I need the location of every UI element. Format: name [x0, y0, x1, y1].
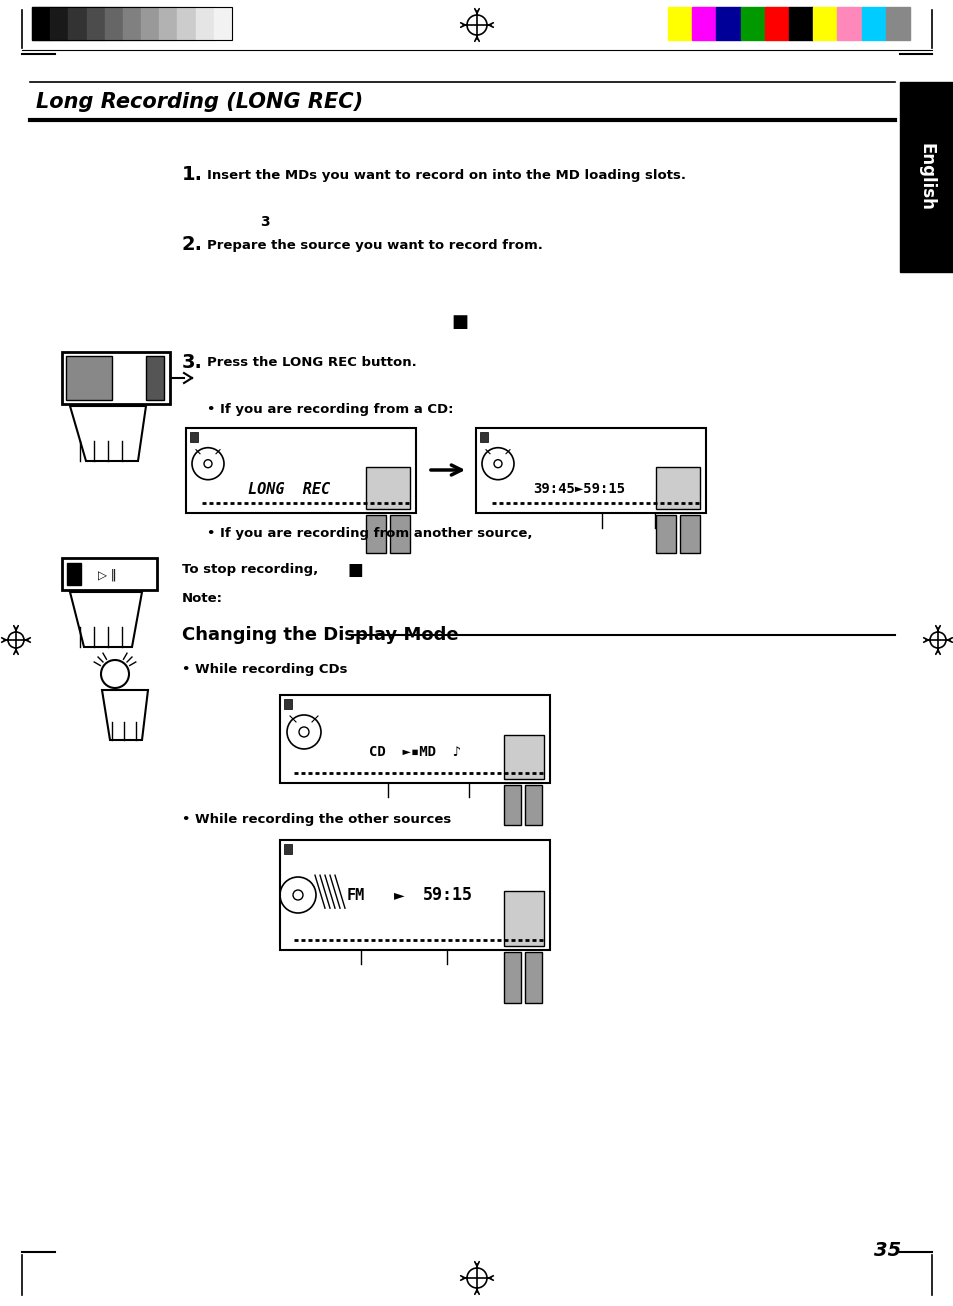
Bar — [524, 952, 541, 1003]
Text: 3.: 3. — [182, 353, 203, 371]
Text: Insert the MDs you want to record on into the MD loading slots.: Insert the MDs you want to record on int… — [207, 168, 685, 182]
Bar — [159, 7, 177, 40]
Bar — [366, 515, 386, 552]
Text: CD  ►▪MD  ♪: CD ►▪MD ♪ — [369, 746, 460, 759]
Bar — [503, 891, 543, 946]
Bar — [146, 357, 164, 400]
Bar — [679, 515, 700, 552]
Bar — [716, 7, 740, 40]
Bar — [87, 7, 105, 40]
Text: English: English — [917, 144, 935, 212]
Bar — [667, 7, 692, 40]
Bar — [861, 7, 885, 40]
Text: 3: 3 — [260, 215, 270, 229]
Bar — [479, 432, 488, 441]
Text: Changing the Display Mode: Changing the Display Mode — [182, 626, 458, 644]
Bar — [105, 7, 123, 40]
Bar — [899, 82, 953, 272]
Bar — [141, 7, 159, 40]
Text: Prepare the source you want to record from.: Prepare the source you want to record fr… — [207, 239, 542, 252]
Text: • While recording the other sources: • While recording the other sources — [182, 814, 451, 827]
Bar — [69, 7, 87, 40]
Bar — [764, 7, 788, 40]
Bar — [67, 563, 81, 585]
Bar — [692, 7, 716, 40]
Bar — [284, 844, 292, 854]
Text: • If you are recording from a CD:: • If you are recording from a CD: — [207, 404, 453, 417]
Text: Press the LONG REC button.: Press the LONG REC button. — [207, 355, 416, 368]
Bar — [366, 468, 410, 509]
Text: ▷ ‖: ▷ ‖ — [98, 568, 116, 581]
Bar — [740, 7, 764, 40]
Text: 1.: 1. — [182, 166, 203, 184]
Bar — [812, 7, 837, 40]
Bar — [837, 7, 861, 40]
Text: LONG  REC: LONG REC — [248, 482, 331, 496]
Bar — [656, 468, 700, 509]
Bar — [190, 432, 198, 441]
Bar — [195, 7, 213, 40]
Bar — [66, 357, 112, 400]
Bar — [32, 7, 51, 40]
Bar — [213, 7, 232, 40]
Text: 39:45►59:15: 39:45►59:15 — [533, 482, 625, 496]
Bar — [62, 558, 157, 590]
Text: 59:15: 59:15 — [422, 885, 472, 904]
Text: Note:: Note: — [182, 592, 223, 605]
Text: ►: ► — [393, 888, 404, 902]
Bar — [503, 952, 520, 1003]
Text: • While recording CDs: • While recording CDs — [182, 663, 347, 677]
Bar — [656, 515, 676, 552]
Text: 2.: 2. — [182, 235, 203, 255]
Bar — [280, 840, 550, 949]
Bar — [51, 7, 69, 40]
Bar — [280, 695, 550, 784]
Text: ■: ■ — [451, 313, 468, 330]
Text: ■: ■ — [348, 562, 363, 579]
Text: FM: FM — [346, 888, 364, 902]
Text: • If you are recording from another source,: • If you are recording from another sour… — [207, 526, 532, 539]
Bar — [503, 785, 520, 825]
Bar — [284, 699, 292, 709]
Bar — [503, 735, 543, 778]
Bar — [32, 7, 232, 40]
Bar — [177, 7, 195, 40]
Bar — [186, 428, 416, 513]
Bar — [885, 7, 909, 40]
Bar — [123, 7, 141, 40]
Text: Long Recording (LONG REC): Long Recording (LONG REC) — [36, 91, 363, 112]
Bar — [788, 7, 812, 40]
Bar — [62, 353, 170, 404]
Text: 35: 35 — [874, 1241, 901, 1259]
Text: To stop recording,: To stop recording, — [182, 563, 318, 576]
Bar — [524, 785, 541, 825]
Bar — [390, 515, 410, 552]
Bar — [476, 428, 705, 513]
